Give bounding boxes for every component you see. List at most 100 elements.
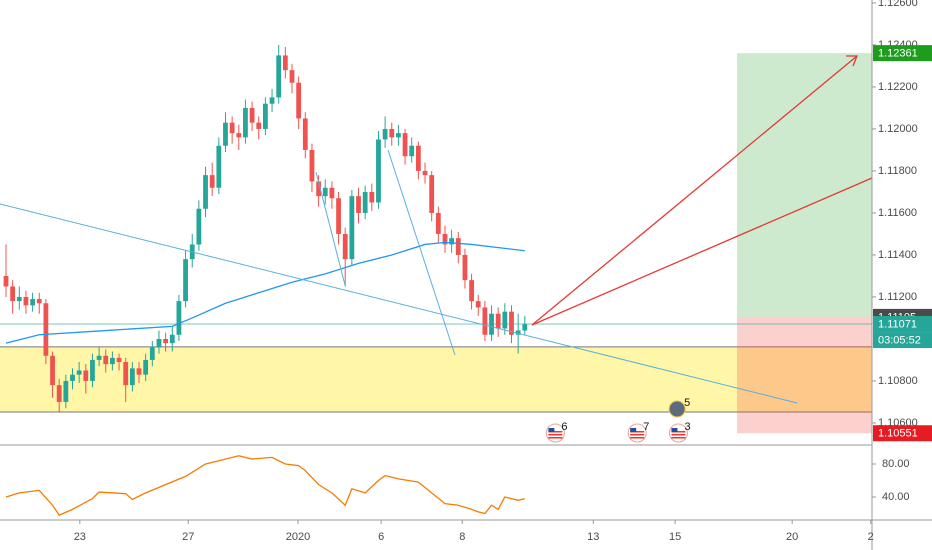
candle-body — [163, 338, 169, 344]
oscillator-line — [5, 455, 525, 516]
candle-body — [495, 313, 501, 329]
candle-body — [289, 70, 295, 83]
candle-body — [415, 145, 421, 171]
x-tick-label: 15 — [669, 531, 681, 543]
event-flag-stripe — [671, 437, 686, 439]
event-flag-stripe — [671, 431, 686, 433]
candle-body — [96, 355, 102, 360]
stop-label: 1.10551 — [878, 428, 918, 440]
y-tick-label: 1.12600 — [878, 0, 918, 9]
candle-body — [389, 128, 395, 138]
candle-body — [196, 208, 202, 245]
x-tick-label: 27 — [182, 531, 194, 543]
y-tick-label: 1.11600 — [878, 207, 917, 219]
countdown-box — [873, 332, 932, 349]
candle-body — [442, 233, 448, 245]
candle-body — [23, 296, 29, 306]
y-tick-label: 1.10800 — [878, 375, 918, 387]
candle-body — [149, 347, 155, 360]
candle-body — [469, 280, 474, 302]
candle-body — [236, 133, 242, 138]
x-tick-label: 8 — [459, 531, 465, 543]
stop-label-box — [873, 425, 932, 442]
event-flag-canton — [671, 428, 678, 432]
candles — [3, 44, 528, 516]
candle-body — [3, 275, 9, 287]
event-count: 3 — [684, 421, 690, 433]
candle-body — [156, 338, 162, 348]
candle-body — [50, 355, 55, 386]
candle-body — [455, 238, 461, 255]
candle-body — [43, 303, 49, 356]
y-tick-label: 1.11400 — [878, 249, 917, 261]
candle-body — [30, 299, 35, 306]
candle-body — [103, 355, 109, 365]
candle-body — [449, 238, 455, 245]
candle-body — [302, 118, 308, 150]
x-tick-label: 13 — [587, 531, 599, 543]
candle-body — [56, 385, 62, 402]
candle-body — [10, 286, 16, 302]
event-icon — [668, 400, 686, 418]
y-tick-label: 40.00 — [882, 491, 910, 503]
candle-body — [136, 368, 142, 375]
candle-body — [482, 307, 488, 335]
candle-body — [276, 55, 282, 98]
candle-body — [169, 334, 175, 344]
y-tick-label: 1.11200 — [878, 291, 917, 303]
event-flag-canton — [630, 428, 637, 432]
event-count: 7 — [643, 421, 649, 433]
candle-body — [229, 122, 235, 134]
candle-body — [223, 122, 228, 146]
candle-body — [123, 362, 129, 386]
candle-body — [342, 233, 348, 260]
candle-body — [183, 259, 188, 302]
x-tick-label: 23 — [74, 531, 86, 543]
candle-body — [462, 254, 468, 281]
event-flag-stripe — [548, 434, 563, 436]
trend-line — [315, 171, 346, 286]
candle-body — [216, 145, 222, 188]
candle-body — [409, 145, 415, 157]
moving-average — [5, 241, 525, 344]
x-tick-label: 2 — [868, 531, 874, 543]
drawings-front: 6 7 3 5 — [0, 55, 873, 443]
candle-body — [515, 330, 521, 335]
arrow — [531, 55, 858, 326]
event-flag-stripe — [548, 437, 563, 439]
axes: 80.0040.001.126001.124001.122001.120001.… — [74, 0, 932, 543]
y-tick-label: 1.12000 — [878, 123, 918, 135]
candle-body — [90, 359, 95, 381]
candle-body — [522, 324, 528, 331]
target-label-box — [873, 45, 932, 62]
candle-body — [489, 313, 494, 335]
candle-body — [203, 175, 208, 209]
candle-body — [429, 175, 435, 213]
candle-body — [16, 296, 22, 302]
candle-body — [509, 311, 514, 335]
event-flag-canton — [548, 428, 555, 432]
stop-box — [737, 316, 872, 434]
candle-body — [322, 187, 328, 197]
event-flag-stripe — [630, 437, 645, 439]
event-flag-stripe — [548, 431, 563, 433]
event-flag-stripe — [630, 431, 645, 433]
candle-body — [262, 103, 268, 129]
y-tick-label: 80.00 — [882, 458, 910, 470]
arrow-head — [846, 55, 858, 67]
candle-body — [396, 133, 401, 138]
candle-body — [296, 82, 302, 119]
candle-body — [435, 212, 441, 234]
candle-body — [382, 128, 388, 140]
trend-line — [387, 149, 456, 356]
candle-body — [502, 311, 508, 329]
event-flag-stripe — [630, 434, 645, 436]
candle-body — [70, 374, 75, 381]
x-tick-label: 20 — [786, 531, 798, 543]
candle-body — [143, 359, 149, 375]
y-tick-label: 1.12200 — [878, 81, 918, 93]
candle-body — [243, 107, 248, 138]
last-price-label: 1.11071 — [878, 318, 917, 330]
candle-body — [116, 357, 122, 363]
